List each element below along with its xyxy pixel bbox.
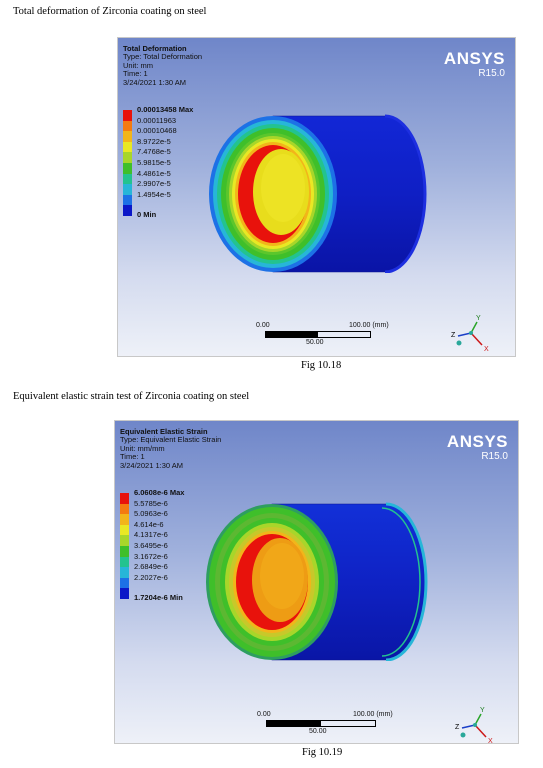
axis-triad: Y Z X — [455, 707, 493, 744]
legend-label: 0.00013458 Max — [137, 105, 194, 114]
legend-swatch — [120, 567, 129, 578]
result-unit: Unit: mm — [123, 60, 153, 70]
result-type: Type: Total Deformation — [123, 52, 203, 62]
scale-mid-label: 50.00 — [306, 339, 324, 346]
cylinder-model — [209, 114, 427, 273]
legend-label: 3.6495e-6 — [134, 540, 168, 550]
scale-mid-label: 50.00 — [309, 728, 327, 735]
legend-swatch — [120, 503, 129, 515]
axis-y-label: Y — [476, 315, 481, 322]
brand-name: ANSYS — [446, 432, 508, 451]
axis-z-label: Z — [451, 332, 456, 339]
ansys-result-panel: Equivalent Elastic Strain Type: Equivale… — [114, 420, 519, 744]
scale-bar-graphic — [266, 720, 376, 727]
result-title: Equivalent Elastic Strain — [120, 427, 208, 436]
scale-start-label: 0.00 — [256, 322, 270, 329]
axis-x-label: X — [488, 738, 493, 744]
brand-version: R15.0 — [481, 451, 508, 462]
legend-swatch — [123, 184, 132, 195]
legend-label: 8.9722e-5 — [137, 136, 171, 146]
result-date: 3/24/2021 1:30 AM — [120, 460, 183, 470]
legend-label: 1.7204e-6 Min — [134, 593, 183, 603]
axis-y-label: Y — [480, 707, 485, 714]
legend-swatch — [123, 141, 132, 153]
legend-label: 4.614e-6 — [134, 519, 164, 529]
legend-swatch — [120, 577, 129, 589]
scale-end-label: 100.00 (mm) — [349, 322, 389, 329]
ansys-logo: ANSYS R15.0 — [444, 50, 505, 79]
legend-swatch — [123, 173, 132, 185]
result-date: 3/24/2021 1:30 AM — [123, 77, 186, 87]
legend-label: 5.5785e-6 — [134, 498, 168, 508]
legend-label: 4.4861e-5 — [137, 168, 171, 178]
result-info: Equivalent Elastic Strain Type: Equivale… — [120, 427, 222, 470]
result-time: Time: 1 — [123, 69, 148, 79]
legend-label: 4.1317e-6 — [134, 530, 168, 540]
legend-swatch — [120, 556, 129, 568]
legend-swatch — [123, 110, 132, 121]
legend-label: 5.9815e-5 — [137, 157, 171, 167]
legend-swatch — [120, 524, 129, 536]
scale-bar-graphic — [265, 331, 371, 338]
legend-swatch — [123, 194, 132, 206]
legend-label: 7.4768e-5 — [137, 147, 171, 157]
legend-label: 2.2027e-6 — [134, 572, 168, 582]
legend-swatch — [123, 120, 132, 132]
ansys-result-panel: Total Deformation Type: Total Deformatio… — [117, 37, 516, 357]
result-time: Time: 1 — [120, 452, 145, 462]
legend-label: 6.0608e-6 Max — [134, 488, 185, 497]
figure-caption: Fig 10.18 — [301, 360, 342, 371]
figure-heading: Total deformation of Zirconia coating on… — [13, 6, 207, 17]
legend-label: 3.1672e-6 — [134, 551, 168, 561]
result-title: Total Deformation — [123, 44, 187, 53]
legend-label: 0.00011963 — [137, 115, 177, 125]
legend-swatch — [120, 493, 129, 504]
legend-swatch — [123, 131, 132, 142]
result-type: Type: Equivalent Elastic Strain — [120, 435, 222, 445]
cylinder-model — [206, 502, 428, 661]
brand-version: R15.0 — [478, 68, 505, 79]
brand-name: ANSYS — [443, 49, 505, 68]
legend-swatch — [123, 152, 132, 163]
legend-label: 2.9907e-5 — [137, 179, 171, 189]
axis-triad: Y Z X — [451, 315, 489, 353]
legend-swatch — [120, 535, 129, 546]
result-info: Total Deformation Type: Total Deformatio… — [123, 44, 203, 87]
figure-caption: Fig 10.19 — [302, 747, 343, 758]
scale-bar: 0.00 100.00 (mm) 50.00 — [256, 318, 406, 348]
legend-swatch — [120, 588, 129, 599]
figure-heading: Equivalent elastic strain test of Zircon… — [13, 391, 250, 402]
legend-label: 0.00010468 — [137, 126, 177, 136]
axis-z-label: Z — [455, 724, 460, 731]
legend-swatch — [120, 545, 129, 557]
legend-label: 2.6849e-6 — [134, 562, 168, 572]
scale-bar: 0.00 100.00 (mm) 50.00 — [257, 711, 407, 741]
legend-swatch — [123, 205, 132, 216]
ansys-logo: ANSYS R15.0 — [447, 433, 508, 462]
result-unit: Unit: mm/mm — [120, 443, 165, 453]
legend-swatch — [120, 514, 129, 525]
scale-end-label: 100.00 (mm) — [353, 711, 393, 718]
scale-start-label: 0.00 — [257, 711, 271, 718]
axis-x-label: X — [484, 346, 489, 353]
legend-label: 5.0963e-6 — [134, 509, 168, 519]
legend-label: 1.4954e-5 — [137, 189, 171, 199]
legend-swatch — [123, 162, 132, 174]
legend-label: 0 Min — [137, 210, 157, 220]
